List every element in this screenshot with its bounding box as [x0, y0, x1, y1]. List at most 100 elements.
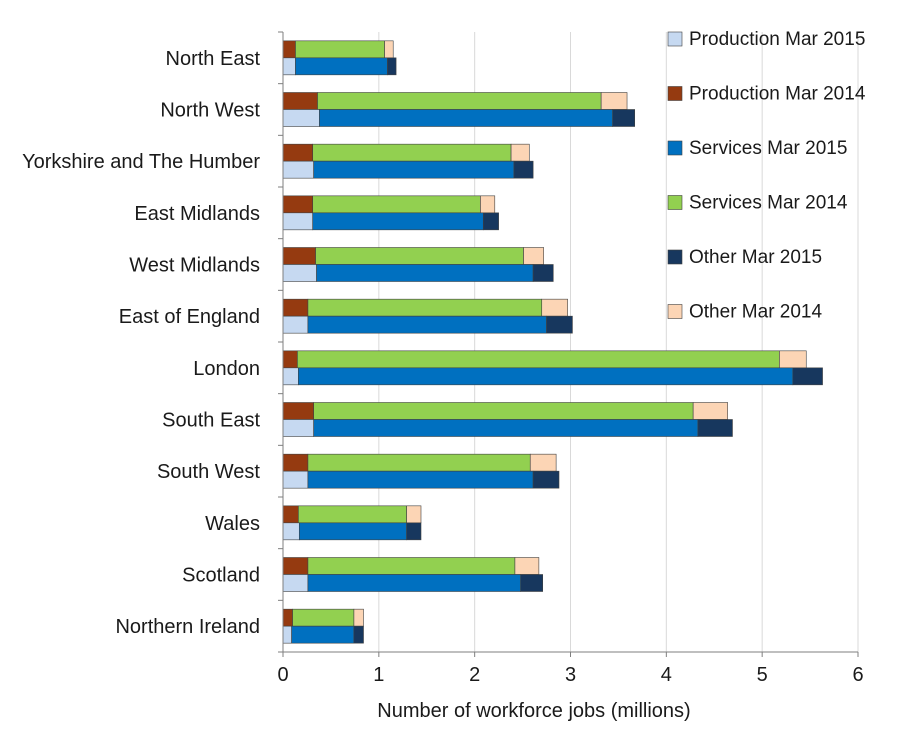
legend-swatch — [667, 249, 683, 265]
bar-segment — [546, 315, 573, 334]
bar-segment — [529, 453, 557, 472]
bar-segment — [313, 402, 694, 420]
category-label: East Midlands — [134, 203, 260, 225]
bar-segment — [317, 92, 602, 110]
bar-segment — [297, 350, 780, 369]
bar-segment — [353, 608, 364, 627]
bar-segment — [282, 505, 299, 524]
bar-segment — [316, 264, 534, 282]
bar-segment — [282, 212, 314, 231]
bar-segment — [282, 625, 292, 644]
category-label: North East — [166, 48, 261, 70]
x-tick-label: 3 — [565, 664, 576, 686]
legend: Production Mar 2015 Production Mar 2014 Se… — [667, 29, 866, 323]
bar-segment — [307, 298, 543, 317]
bar-segment — [406, 522, 422, 541]
bar-segment — [600, 92, 628, 110]
bar-segment — [315, 247, 524, 265]
bar-segment — [282, 109, 320, 127]
category-label: South East — [162, 410, 260, 432]
bar-segment — [541, 298, 568, 317]
bar-segment — [282, 57, 296, 76]
bar-segment — [520, 574, 544, 592]
x-axis-title: Number of workforce jobs (millions) — [377, 700, 690, 722]
category-label: West Midlands — [129, 255, 260, 277]
category-label: East of England — [119, 306, 260, 328]
category-label: Yorkshire and The Humber — [22, 151, 260, 173]
gridlines — [378, 32, 859, 652]
legend-label: Other Mar 2015 — [689, 247, 822, 268]
category-label: Scotland — [182, 565, 260, 587]
bar-segment — [298, 505, 407, 524]
bar-segment — [282, 419, 314, 437]
bar-segment — [307, 557, 516, 575]
bar-segment — [282, 453, 309, 472]
bar-segment — [282, 557, 309, 575]
bar-segment — [282, 264, 317, 282]
bar-segment — [282, 160, 314, 179]
bar-segment — [697, 419, 733, 437]
category-labels: North East North West Yorkshire and The Hu… — [22, 48, 260, 638]
bar-segment — [312, 195, 481, 214]
bar-segment — [292, 608, 355, 627]
legend-label: Services Mar 2015 — [689, 138, 847, 159]
x-tick-label: 6 — [852, 664, 863, 686]
bar-segment — [313, 160, 515, 179]
bar-segment — [282, 608, 293, 627]
bar-segment — [282, 195, 314, 214]
bar-segment — [353, 625, 364, 644]
bar-segment — [612, 109, 636, 127]
bar-segment — [282, 350, 298, 369]
legend-label: Production Mar 2014 — [689, 84, 866, 105]
x-tick-label: 5 — [757, 664, 768, 686]
bar-segment — [384, 40, 394, 59]
category-label: South West — [157, 461, 260, 483]
bar-segment — [307, 470, 534, 489]
bar-segment — [307, 574, 521, 592]
bar-segment — [510, 143, 530, 162]
bar-segment — [282, 40, 296, 59]
legend-label: Other Mar 2014 — [689, 302, 822, 323]
bar-segment — [692, 402, 728, 420]
bar-segment — [298, 367, 794, 386]
bar-segment — [480, 195, 496, 214]
bar-segment — [282, 92, 318, 110]
legend-swatch — [667, 31, 683, 47]
bar-segment — [282, 143, 314, 162]
category-label: Wales — [205, 513, 260, 535]
bar-segment — [291, 625, 355, 644]
bar-segment — [282, 402, 314, 420]
bar-segment — [295, 57, 388, 76]
legend-swatch — [667, 195, 683, 210]
bar-segment — [298, 522, 407, 541]
bar-segment — [282, 315, 309, 334]
axes: 0 1 2 3 4 5 6 — [277, 31, 864, 686]
bar-segment — [282, 247, 316, 265]
bar-segment — [282, 298, 309, 317]
legend-label: Production Mar 2015 — [689, 29, 865, 50]
bar-segment — [406, 505, 422, 524]
bar-segment — [514, 557, 540, 575]
x-tick-label: 1 — [373, 664, 384, 686]
bar-segment — [482, 212, 499, 231]
bar-segment — [319, 109, 613, 127]
x-tick-label: 2 — [469, 664, 480, 686]
bar-segment — [313, 419, 699, 437]
bar-segment — [307, 315, 547, 334]
bar-segment — [523, 247, 544, 265]
category-label: London — [193, 358, 260, 380]
bars — [282, 40, 823, 644]
bar-segment — [312, 212, 484, 231]
bar-segment — [282, 574, 309, 592]
category-label: Northern Ireland — [115, 616, 260, 638]
bar-segment — [779, 350, 807, 369]
bar-segment — [307, 453, 531, 472]
x-tick-label: 4 — [661, 664, 672, 686]
bar-segment — [312, 143, 512, 162]
bar-segment — [295, 40, 385, 59]
bar-segment — [532, 264, 554, 282]
bar-segment — [282, 367, 299, 386]
legend-label: Services Mar 2014 — [689, 193, 848, 214]
